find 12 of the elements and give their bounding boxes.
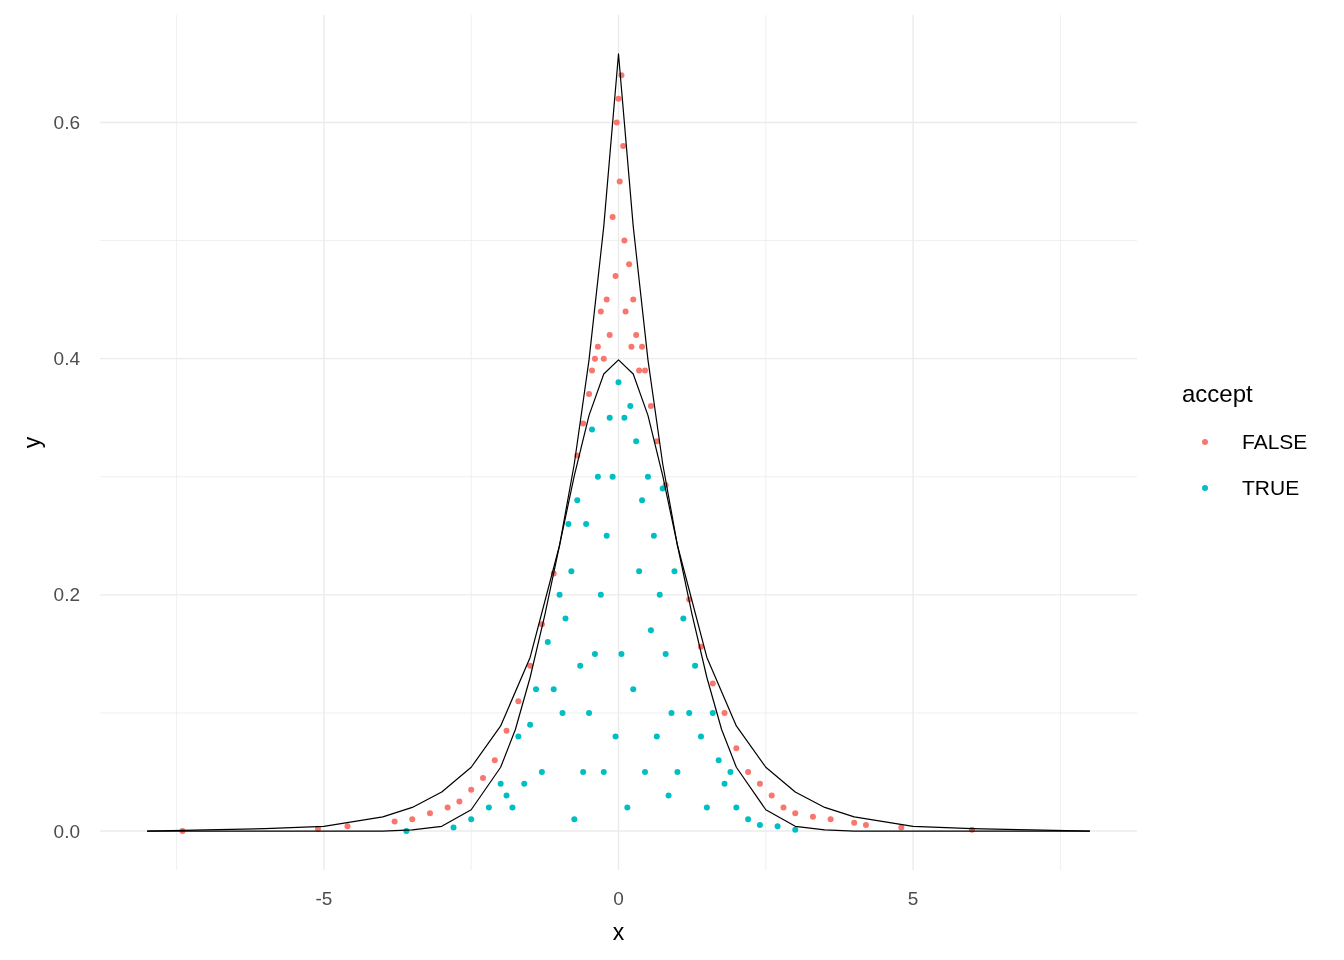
x-tick-label: 0 xyxy=(613,888,624,909)
y-tick-label: 0.6 xyxy=(53,112,80,134)
y-tick-label: 0.4 xyxy=(53,348,81,370)
y-tick-label: 0.2 xyxy=(53,584,80,606)
legend-title: accept xyxy=(1182,380,1254,407)
x-tick-label: 5 xyxy=(907,888,919,909)
y-axis-title: y xyxy=(19,436,45,449)
x-tick-label: -5 xyxy=(315,888,333,909)
x-axis-title: x xyxy=(612,919,625,945)
legend-label: FALSE xyxy=(1242,430,1308,454)
y-tick-label: 0.0 xyxy=(53,820,80,842)
legend-label: TRUE xyxy=(1242,476,1300,500)
